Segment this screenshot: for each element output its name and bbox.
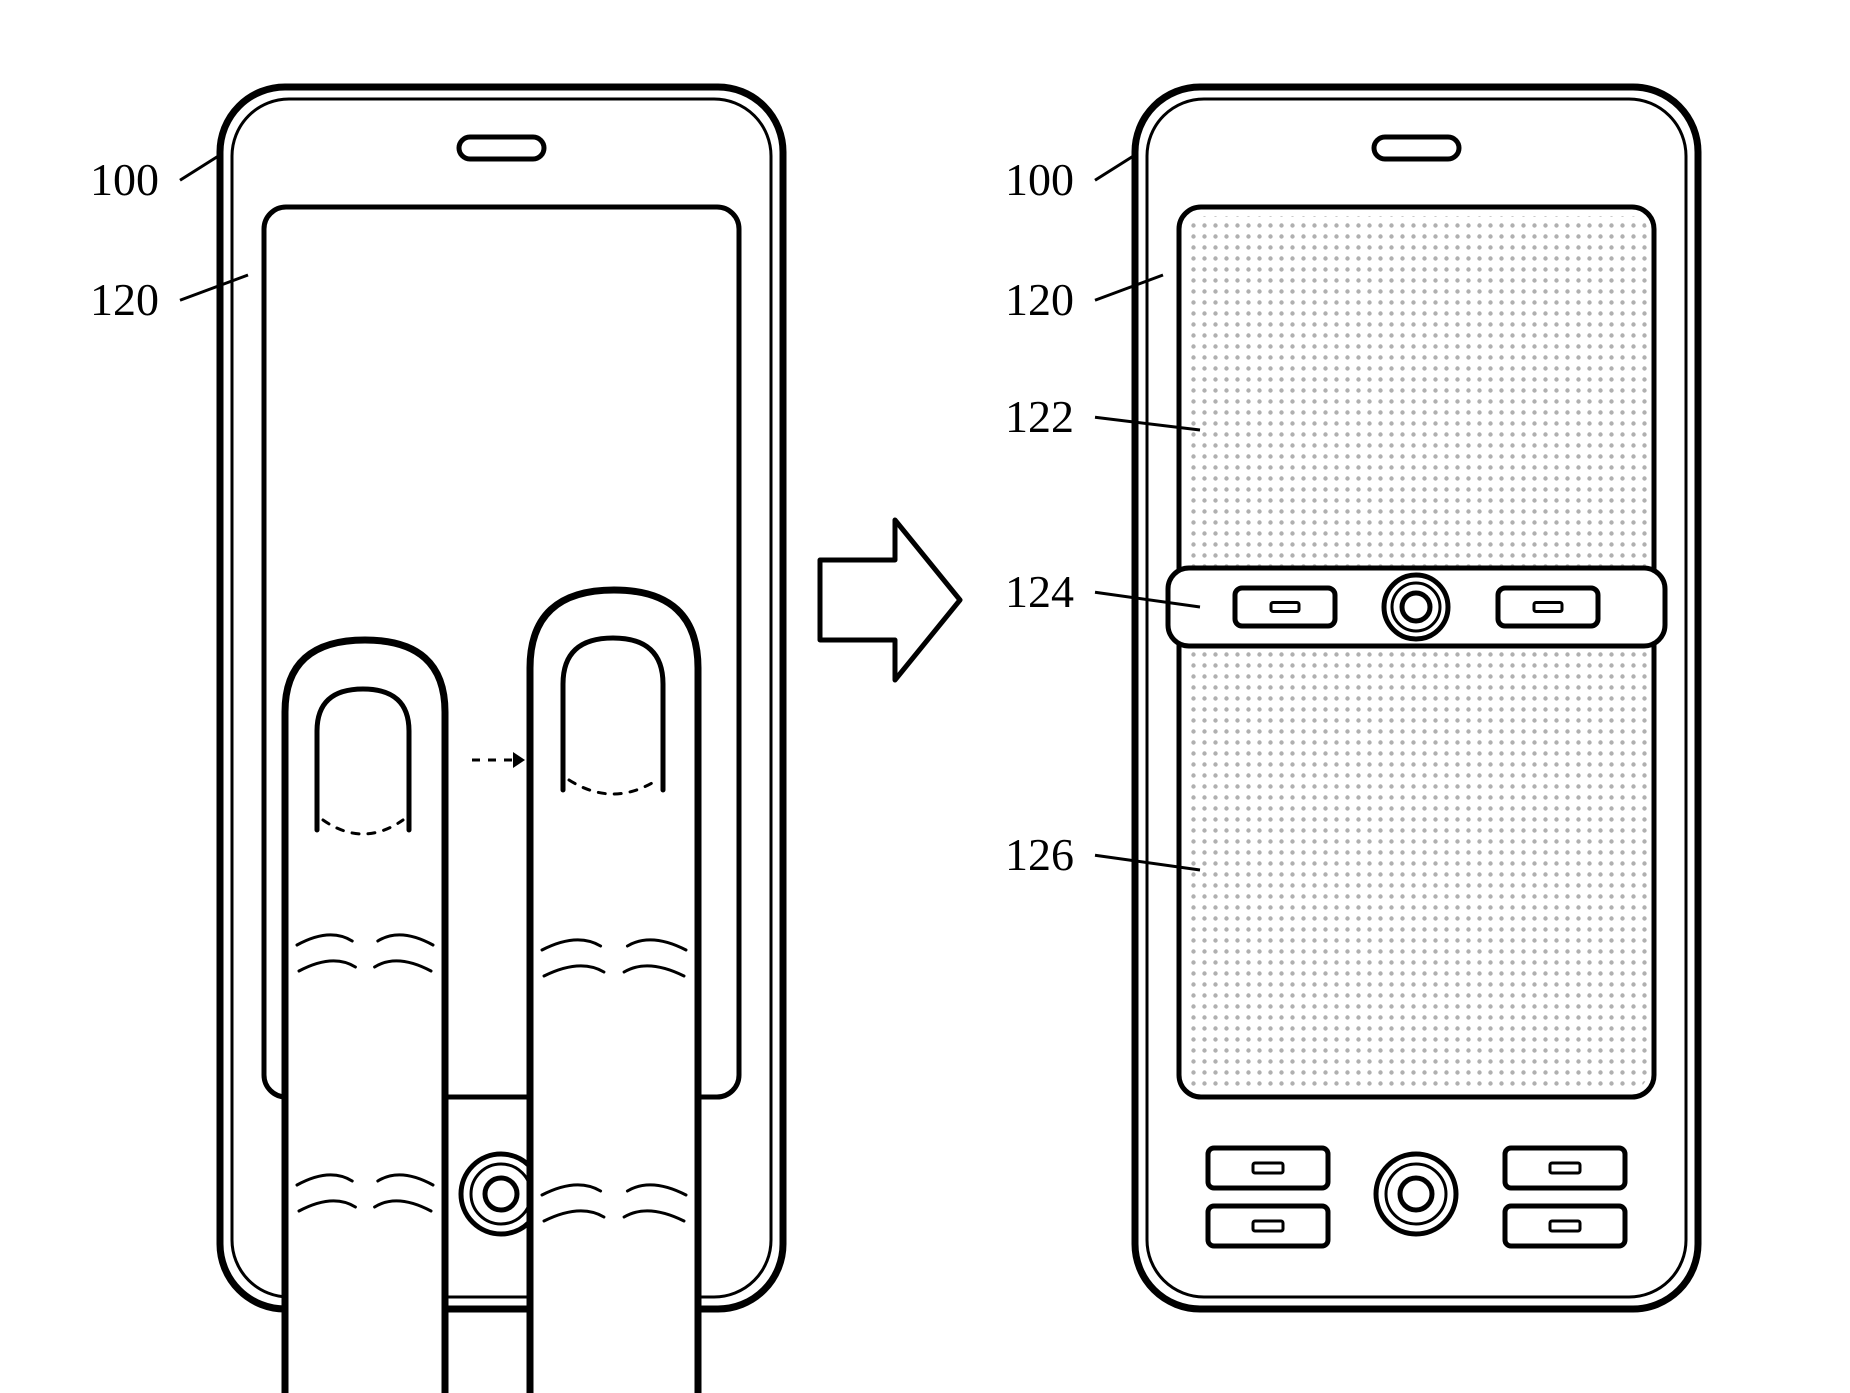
label-122: 122 [1005, 391, 1074, 442]
transition-arrow [820, 520, 960, 680]
finger-after [530, 590, 698, 1393]
bar-center-button [1384, 575, 1448, 639]
region-top [1186, 216, 1647, 568]
label-100: 100 [90, 154, 159, 205]
region-bottom [1186, 646, 1647, 1088]
label-100: 100 [1005, 154, 1074, 205]
patent-figure: 100 120 100 120 122 124 126 [0, 0, 1850, 1393]
bar-button-1[interactable] [1498, 588, 1598, 626]
finger-before [285, 640, 445, 1393]
leadline-100 [180, 155, 220, 180]
label-120: 120 [1005, 274, 1074, 325]
label-124: 124 [1005, 566, 1074, 617]
label-120: 120 [90, 274, 159, 325]
label-126: 126 [1005, 829, 1074, 880]
leadline-100 [1095, 155, 1135, 180]
bar-button-0[interactable] [1235, 588, 1335, 626]
